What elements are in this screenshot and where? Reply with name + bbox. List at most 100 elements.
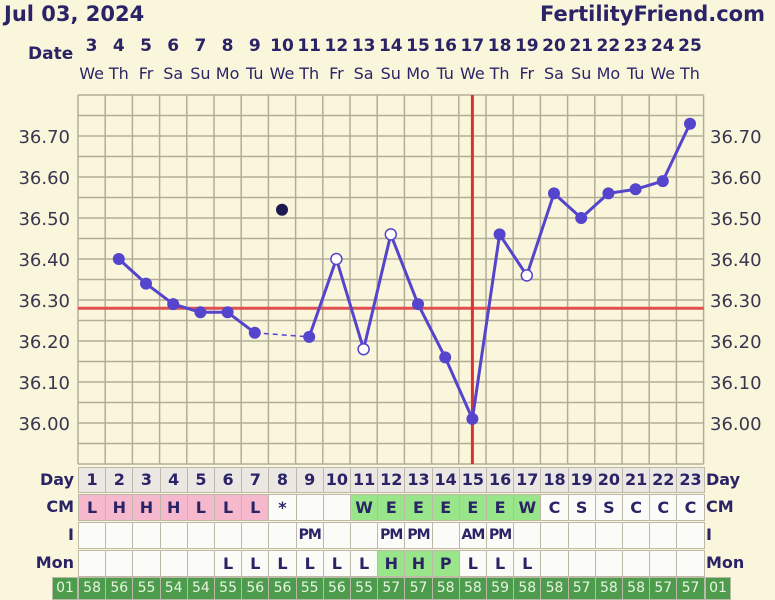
temp-line-segment (470, 234, 502, 420)
y-tick-right: 36.60 (710, 168, 762, 189)
i-cell (268, 522, 297, 549)
cm-cell: E (404, 494, 433, 521)
open-temp-point (357, 342, 370, 356)
temp-line-segment (498, 233, 529, 277)
y-tick-left: 36.30 (18, 291, 70, 312)
temp-point (221, 306, 234, 319)
weekday: Tu (436, 64, 454, 83)
date-number: 20 (542, 36, 566, 56)
code-cell: 57 (676, 577, 705, 600)
i-cell (513, 522, 542, 549)
cm-cell: H (105, 494, 134, 521)
weekday: Fr (329, 64, 344, 83)
weekday: Sa (163, 64, 184, 83)
temp-point (656, 175, 669, 188)
day-cell: 20 (594, 467, 623, 493)
y-tick-left: 36.40 (18, 250, 70, 271)
temp-point (439, 351, 452, 364)
day-cell: 12 (377, 467, 406, 493)
cm-cell: S (567, 494, 596, 521)
i-cell (649, 522, 678, 549)
weekday: Th (489, 64, 510, 83)
date-number: 6 (167, 36, 180, 56)
weekday: Su (190, 64, 211, 83)
temp-point (194, 306, 207, 319)
row-label-cm-right: CM (706, 497, 734, 516)
i-cell (105, 522, 134, 549)
date-number: 24 (650, 36, 675, 56)
i-cell: PM (295, 522, 324, 549)
weekday: Th (108, 64, 129, 83)
cm-cell: C (622, 494, 651, 521)
temp-point (684, 117, 696, 130)
site-name: FertilityFriend.com (540, 2, 765, 26)
weekday: Tu (626, 64, 645, 83)
mon-cell: L (513, 550, 542, 577)
mon-cell: L (458, 550, 487, 577)
code-cell: 55 (350, 577, 379, 600)
y-tick-left: 36.10 (18, 373, 70, 394)
row-label-mon: Mon (35, 553, 74, 572)
cm-cell: L (78, 494, 107, 521)
mon-cell: L (322, 550, 351, 577)
mon-cell (540, 550, 569, 577)
chart-date: Jul 03, 2024 (4, 2, 145, 26)
y-tick-left: 36.60 (18, 168, 70, 189)
mon-cell (105, 550, 134, 577)
code-cell: 58 (458, 577, 487, 600)
cm-cell: C (649, 494, 678, 521)
mon-cell: L (486, 550, 515, 577)
y-tick-left: 36.20 (18, 332, 70, 353)
y-tick-right: 36.30 (710, 291, 762, 312)
temp-line-segment (552, 192, 583, 220)
temp-point (140, 277, 152, 290)
temp-point (548, 187, 560, 200)
cm-cell: * (268, 494, 297, 521)
mon-cell (594, 550, 623, 577)
i-cell (622, 522, 651, 549)
mon-cell (159, 550, 188, 577)
code-cell: 58 (540, 577, 569, 600)
mon-cell (649, 550, 678, 577)
mon-cell (622, 550, 651, 577)
temp-point (303, 330, 316, 343)
y-tick-left: 36.00 (18, 414, 70, 435)
date-number: 12 (324, 36, 349, 56)
temp-line-segment (117, 257, 148, 285)
row-label-mon-right: Mon (706, 553, 745, 572)
day-cell: 18 (540, 467, 569, 493)
y-tick-left: 36.50 (18, 209, 70, 230)
code-cell: 56 (241, 577, 270, 600)
day-cell: 6 (214, 467, 243, 493)
code-cell: 54 (186, 577, 215, 600)
date-number: 18 (487, 36, 512, 56)
code-cell: 58 (513, 577, 542, 600)
date-number: 9 (248, 36, 261, 56)
date-number: 14 (378, 36, 403, 56)
code-cell: 59 (486, 577, 515, 600)
temp-line-segment (416, 303, 447, 359)
temp-point (412, 298, 424, 311)
weekday: Tu (246, 64, 264, 83)
i-cell: PM (404, 522, 433, 549)
code-cell-left: 01 (52, 577, 78, 600)
temp-point (112, 253, 125, 265)
temp-point (248, 326, 261, 339)
y-tick-right: 36.20 (710, 332, 762, 353)
day-cell: 10 (322, 467, 351, 493)
code-cell: 54 (159, 577, 188, 600)
weekday: Fr (519, 64, 535, 83)
cm-cell: H (159, 494, 188, 521)
i-cell (567, 522, 596, 549)
code-cell: 58 (594, 577, 623, 600)
mon-cell: H (404, 550, 433, 577)
weekday: We (269, 64, 295, 83)
mon-cell: L (214, 550, 243, 577)
temp-line-segment (580, 192, 610, 220)
y-tick-right: 36.50 (710, 209, 762, 230)
mon-cell: L (295, 550, 324, 577)
i-cell (322, 522, 351, 549)
temp-point (167, 298, 180, 311)
mon-cell: L (241, 550, 270, 577)
day-cell: 3 (132, 467, 161, 493)
